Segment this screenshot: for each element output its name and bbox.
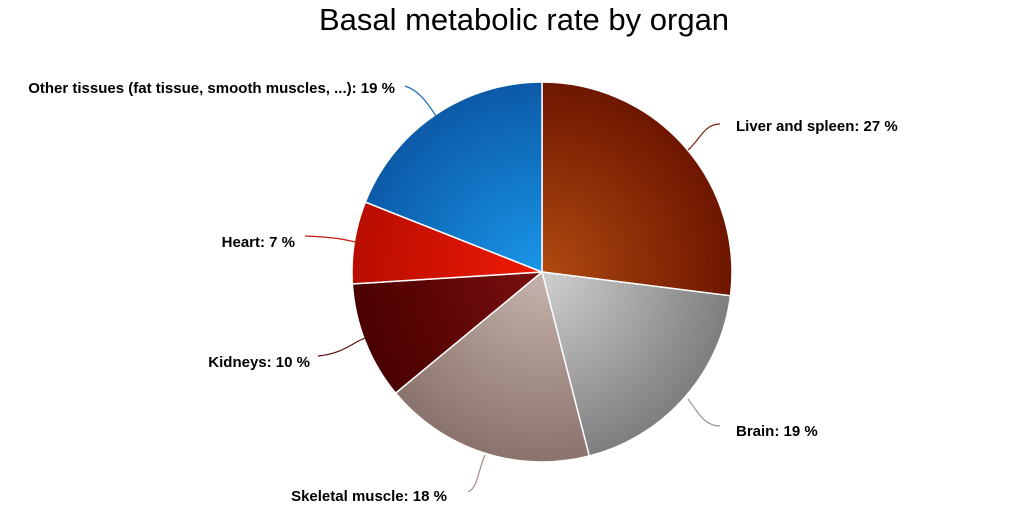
pie-slice xyxy=(394,270,591,463)
leader-line xyxy=(404,85,437,117)
pie-slice xyxy=(541,81,733,297)
slice-label: Other tissues (fat tissue, smooth muscle… xyxy=(28,80,395,97)
slice-label: Heart: 7 % xyxy=(222,234,295,251)
slice-label: Skeletal muscle: 18 % xyxy=(291,488,447,505)
slice-label: Kidneys: 10 % xyxy=(208,354,310,371)
leader-line xyxy=(467,454,486,493)
pie-slice xyxy=(351,271,545,395)
slice-label: Liver and spleen: 27 % xyxy=(736,118,898,135)
leader-line xyxy=(687,398,721,427)
leader-line xyxy=(687,123,721,151)
pie-slice xyxy=(540,271,732,457)
leader-line xyxy=(317,337,366,357)
slice-label: Brain: 19 % xyxy=(736,423,818,440)
chart-title: Basal metabolic rate by organ xyxy=(318,2,730,37)
leader-line xyxy=(304,235,356,243)
